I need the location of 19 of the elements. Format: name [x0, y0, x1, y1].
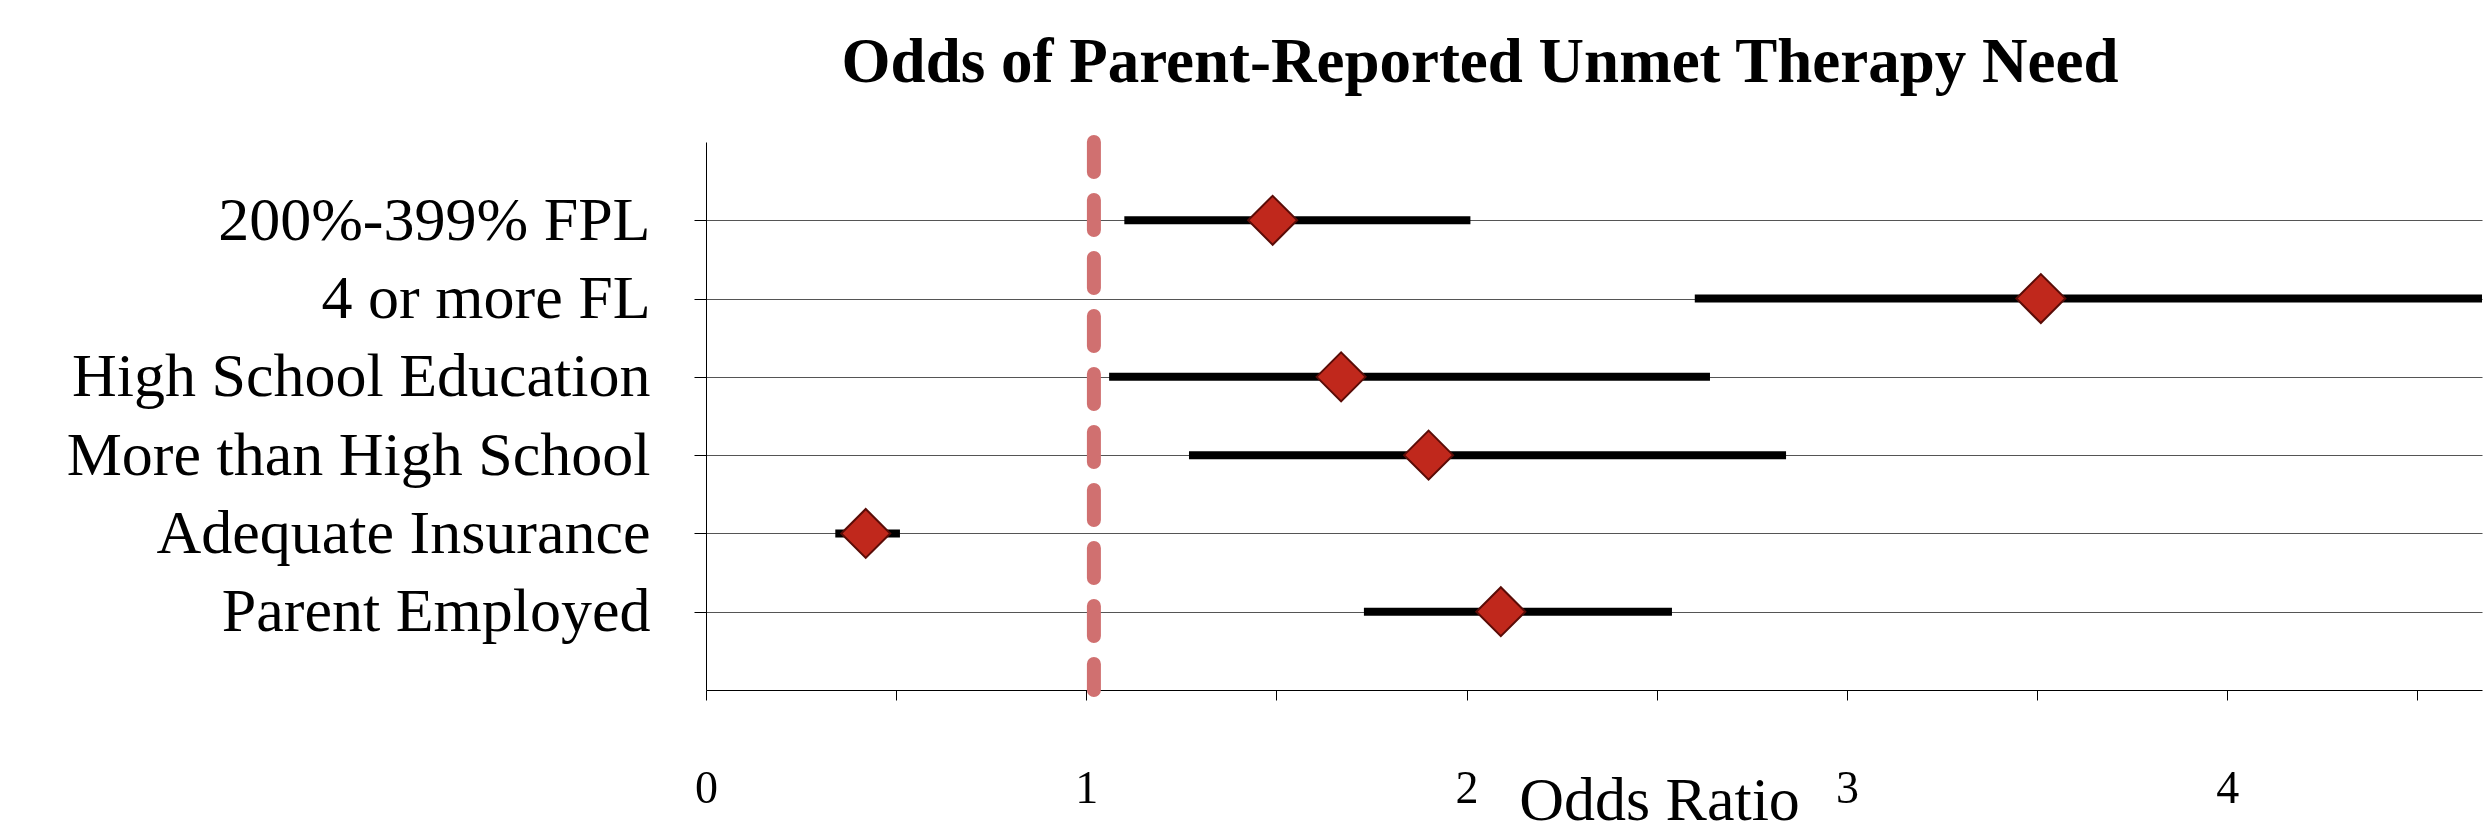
point: [1247, 194, 1299, 246]
x-tick-label: 1: [1075, 761, 1099, 813]
point: [840, 507, 892, 559]
y-tick-label: Parent Employed: [221, 576, 651, 645]
x-axis-title: Odds Ratio: [1519, 764, 1800, 833]
x-tick-label: 2: [1455, 761, 1479, 813]
point: [1315, 351, 1367, 403]
y-tick-label: 200%-399% FPL: [218, 184, 651, 253]
x-tick-label: 0: [695, 761, 718, 813]
y-tick-label: More than High School: [66, 419, 651, 488]
y-tick-label: Adequate Insurance: [156, 497, 651, 566]
point: [1403, 429, 1455, 481]
point: [2015, 273, 2067, 325]
x-tick-label: 3: [1835, 761, 1859, 813]
x-tick-label: 4: [2216, 761, 2240, 813]
chart-title: Odds of Parent-Reported Unmet Therapy Need: [841, 26, 2119, 96]
y-tick-label: 4 or more FL: [321, 263, 651, 332]
point: [1475, 586, 1527, 638]
y-tick-label: High School Education: [71, 341, 651, 410]
